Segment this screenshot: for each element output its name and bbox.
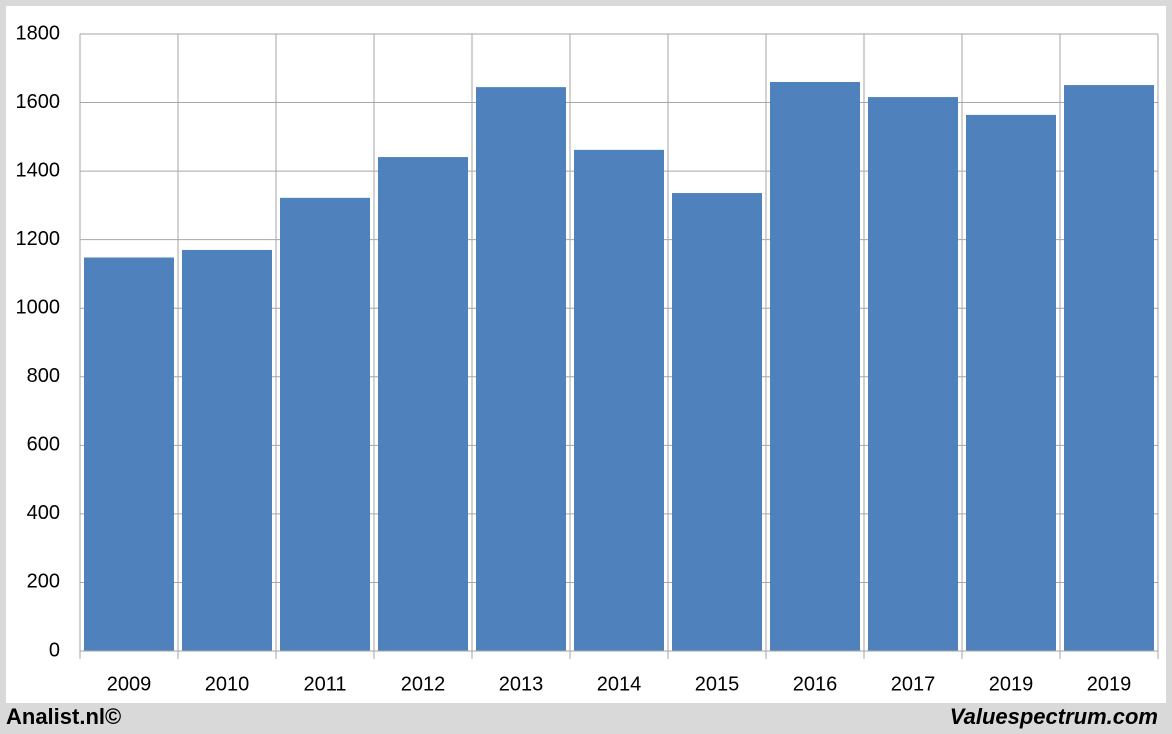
y-tick-label: 600 — [27, 434, 60, 456]
bar — [966, 114, 1056, 651]
x-tick-label: 2014 — [597, 673, 642, 695]
x-tick-label: 2017 — [891, 673, 936, 695]
bar — [770, 81, 860, 651]
x-tick-label: 2013 — [499, 673, 544, 695]
x-tick-label: 2016 — [793, 673, 838, 695]
x-tick-label: 2019 — [989, 673, 1034, 695]
x-tick-label: 2011 — [303, 673, 346, 695]
y-tick-label: 1000 — [16, 297, 61, 319]
bar — [378, 157, 468, 651]
footer-left: Analist.nl© — [6, 704, 121, 729]
y-tick-label: 0 — [49, 639, 60, 661]
x-tick-label: 2010 — [205, 673, 250, 695]
bar — [574, 149, 664, 651]
y-tick-label: 1400 — [16, 159, 61, 181]
bar — [280, 197, 370, 651]
y-tick-label: 400 — [27, 502, 60, 524]
bar — [672, 193, 762, 651]
y-tick-label: 800 — [27, 365, 60, 387]
footer-right: Valuespectrum.com — [950, 704, 1158, 729]
bar — [84, 257, 174, 651]
y-tick-label: 1600 — [16, 91, 61, 113]
bar — [182, 249, 272, 651]
x-tick-label: 2015 — [695, 673, 740, 695]
bar — [1064, 85, 1154, 651]
y-tick-label: 1200 — [16, 228, 61, 250]
bar — [868, 97, 958, 652]
y-tick-label: 200 — [27, 571, 60, 593]
x-tick-label: 2019 — [1087, 673, 1132, 695]
y-tick-label: 1800 — [16, 22, 61, 44]
bar — [476, 87, 566, 651]
x-tick-label: 2012 — [401, 673, 446, 695]
x-tick-label: 2009 — [107, 673, 152, 695]
